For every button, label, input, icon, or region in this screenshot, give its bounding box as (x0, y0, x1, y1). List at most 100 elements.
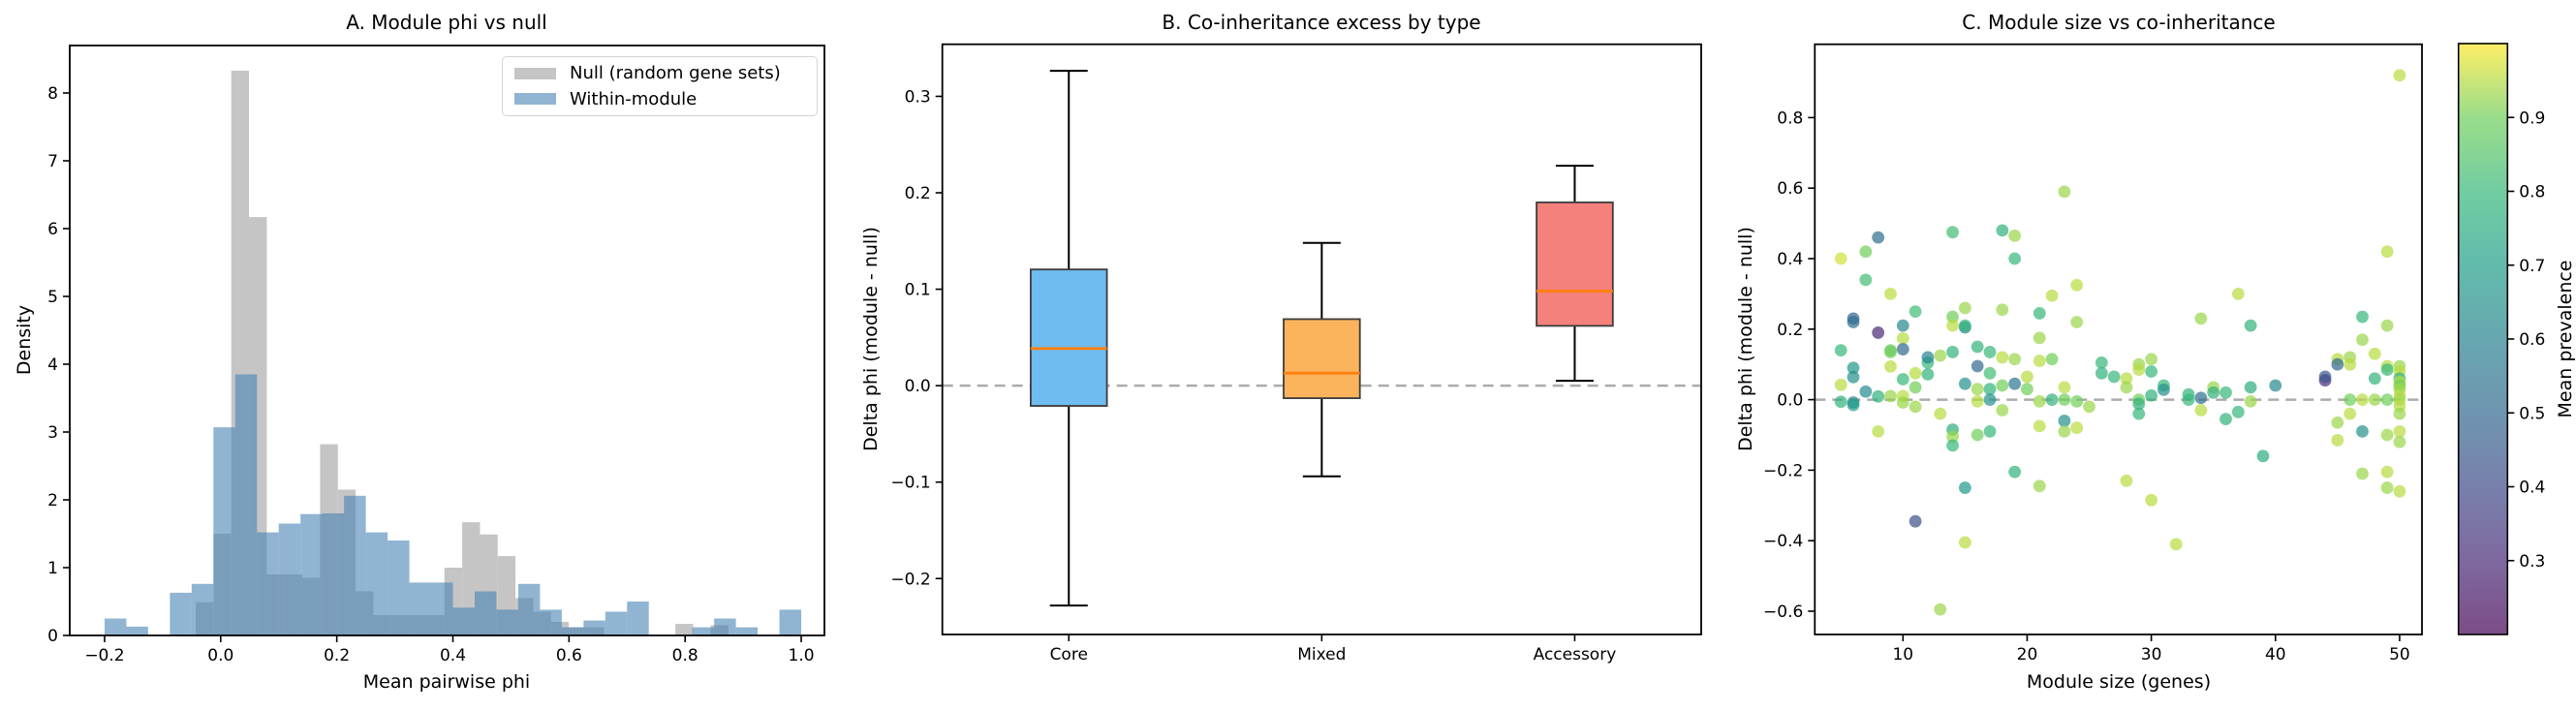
histogram-bar (104, 618, 127, 635)
box-rect (1030, 268, 1108, 407)
colorbar: 0.3 0.4 0.5 0.6 0.7 0.8 0.9 (2457, 43, 2545, 635)
panel-c-title: C. Module size vs co-inheritance (1962, 11, 2276, 34)
scatter-point (1884, 359, 1897, 373)
panel-a-x-tick-label: 0.0 (207, 646, 233, 665)
scatter-point (2380, 481, 2394, 494)
scatter-point (1946, 430, 1959, 444)
scatter-point (1921, 367, 1935, 381)
panel-b-y-tick-label: 0.0 (905, 377, 931, 396)
scatter-point (1921, 351, 1935, 364)
scatter-point (1983, 393, 1997, 406)
scatter-point (2380, 245, 2394, 259)
scatter-point (2393, 407, 2406, 420)
scatter-point (1896, 396, 1909, 409)
scatter-point (2083, 400, 2095, 414)
scatter-point (2368, 347, 2381, 360)
scatter-point (1958, 301, 1971, 315)
scatter-point (1847, 370, 1860, 384)
scatter-point (2393, 69, 2406, 82)
scatter-point (2070, 421, 2084, 435)
box-rect (1536, 201, 1614, 327)
scatter-point (2070, 316, 2084, 328)
scatter-point (1996, 404, 2009, 417)
panel-a-y-tick-label: 5 (47, 288, 58, 307)
histogram-bar (496, 609, 518, 635)
scatter-point (1909, 381, 1922, 394)
panel-a-x-tick-label: 1.0 (789, 646, 815, 665)
scatter-point (1884, 287, 1897, 300)
histogram-bar (409, 582, 432, 635)
scatter-point (2045, 393, 2059, 406)
within-module-histogram-swatch (514, 93, 556, 106)
scatter-point (2132, 397, 2146, 411)
scatter-point (2145, 388, 2158, 402)
panel-b-y-tick-label: 0.2 (905, 184, 931, 203)
scatter-point (2380, 363, 2394, 377)
scatter-point (2356, 467, 2369, 480)
colorbar-label: Mean prevalence (2555, 260, 2576, 418)
scatter-point (1834, 378, 1847, 391)
scatter-point (2219, 386, 2232, 399)
scatter-point (2033, 331, 2046, 345)
panel-a-y-tick-label: 8 (47, 84, 58, 104)
scatter-point (2021, 383, 2033, 396)
scatter-point (2008, 377, 2022, 390)
panel-b-x-tick-label: Mixed (1297, 645, 1346, 665)
scatter-point (2132, 407, 2146, 420)
panel-c-y-tick-label: 0.6 (1777, 179, 1803, 199)
scatter-points (1834, 69, 2406, 616)
scatter-point (1847, 398, 1860, 412)
scatter-point (2356, 333, 2369, 347)
scatter-point (1946, 346, 1959, 358)
scatter-point (1834, 344, 1847, 357)
scatter-point (2343, 393, 2357, 406)
scatter-point (2182, 393, 2195, 406)
histogram-bar (213, 427, 235, 635)
panel-a-y-tick-label: 1 (47, 559, 58, 578)
scatter-point (1996, 379, 2009, 392)
scatter-point (1847, 361, 1860, 375)
panel-c-y-tick-label: 0.2 (1777, 321, 1803, 340)
scatter-point (2393, 484, 2406, 498)
box-accessory (1536, 165, 1614, 383)
box-mixed (1283, 241, 1361, 478)
scatter-point (1996, 351, 2009, 364)
scatter-point (1872, 389, 1885, 403)
scatter-point (1983, 424, 1997, 438)
histogram-bar (170, 592, 192, 635)
panel-a-y-tick-label: 4 (47, 356, 58, 375)
scatter-point (1971, 359, 1984, 373)
scatter-point (2008, 252, 2022, 265)
scatter-point (1958, 319, 1971, 332)
scatter-point (1859, 245, 1873, 259)
scatter-point (1971, 340, 1984, 354)
histogram-bar (365, 532, 388, 635)
scatter-point (1909, 514, 1922, 528)
panel-c-y-tick-label: −0.6 (1763, 603, 1803, 622)
colorbar-tick-label: 0.4 (2519, 479, 2545, 498)
panel-c-spines (1814, 43, 2423, 635)
scatter-point (2132, 363, 2146, 377)
scatter-point (2058, 185, 2071, 199)
panel-c-x-tick-label: 30 (2141, 645, 2162, 665)
scatter-point (1896, 343, 1909, 356)
scatter-point (1834, 395, 1847, 409)
histogram-bar (234, 374, 258, 635)
scatter-point (1958, 377, 1971, 390)
colorbar-tick-label: 0.5 (2519, 404, 2545, 423)
scatter-point (1934, 603, 1947, 616)
scatter-point (2256, 449, 2270, 463)
scatter-point (2070, 395, 2084, 408)
histogram-bar (257, 532, 279, 635)
scatter-point (2244, 395, 2257, 408)
colorbar-bar (2458, 44, 2508, 634)
panel-c-y-tick-label: 0.4 (1777, 250, 1803, 269)
scatter-point (2045, 289, 2059, 302)
histogram-bar (692, 627, 715, 635)
scatter-point (2157, 383, 2170, 396)
colorbar-tick-label: 0.9 (2519, 108, 2545, 128)
histogram-bar (322, 513, 345, 635)
panel-b-x-tick-label: Core (1050, 645, 1088, 665)
scatter-point (1859, 385, 1873, 398)
panel-c-xlabel: Module size (genes) (2026, 671, 2212, 693)
